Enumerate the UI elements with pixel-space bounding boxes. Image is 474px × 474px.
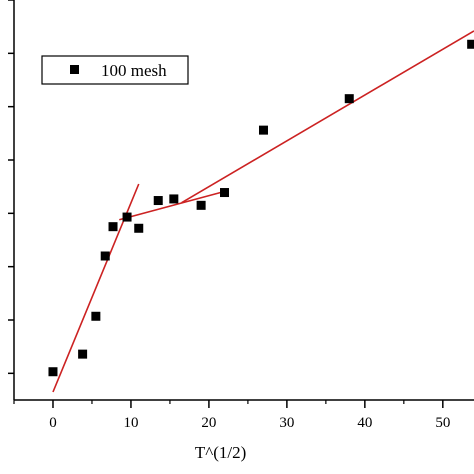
data-point — [467, 39, 474, 49]
legend-marker — [70, 65, 79, 74]
x-tick-label: 20 — [201, 415, 216, 431]
data-point — [78, 349, 88, 359]
data-point — [196, 200, 206, 210]
x-axis-label: T^(1/2) — [195, 443, 246, 462]
x-tick-label: 50 — [435, 415, 450, 431]
data-point — [91, 311, 101, 321]
data-point — [153, 196, 163, 206]
legend-label: 100 mesh — [101, 61, 167, 80]
data-point — [169, 194, 179, 204]
data-point — [344, 94, 354, 104]
fit-line — [119, 191, 221, 221]
x-tick-label: 30 — [279, 415, 294, 431]
x-tick-label: 0 — [49, 415, 57, 431]
data-point — [220, 188, 230, 198]
fit-line — [181, 30, 474, 204]
data-point — [48, 367, 58, 377]
data-point — [100, 251, 110, 261]
x-tick-label: 40 — [357, 415, 372, 431]
data-point — [134, 223, 144, 233]
data-point — [258, 125, 268, 135]
data-point — [108, 222, 118, 232]
x-tick-label: 10 — [123, 415, 138, 431]
data-point — [122, 212, 132, 222]
legend-box — [41, 55, 189, 85]
